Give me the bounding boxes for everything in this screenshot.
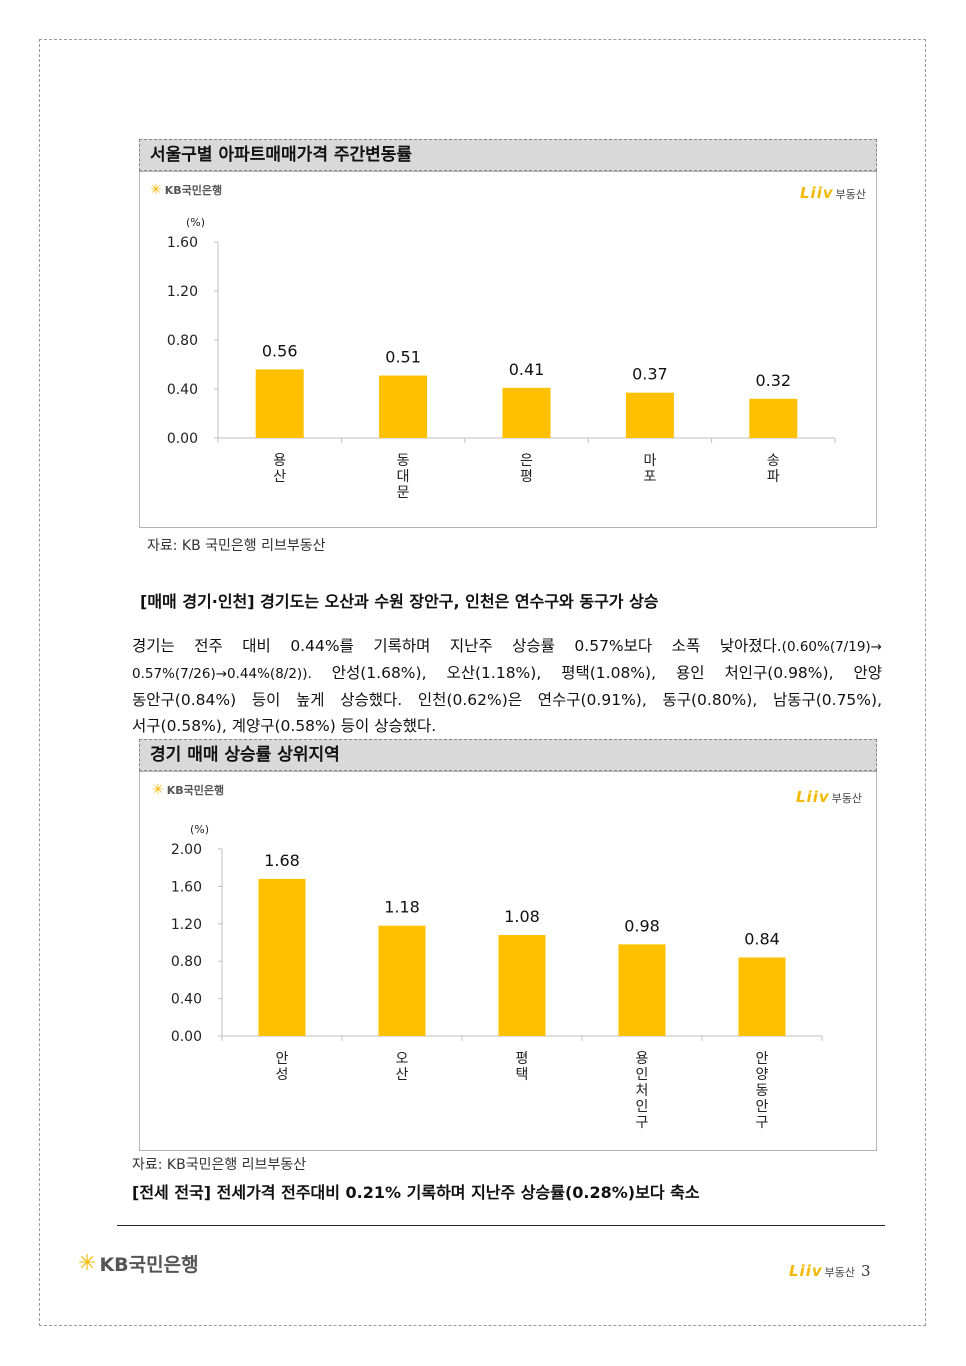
body-paragraph: 경기는 전주 대비 0.44%를 기록하며 지난주 상승률 0.57%보다 소폭…: [132, 633, 882, 739]
chart1-y-tick-label: 1.20: [167, 284, 198, 300]
chart1-unit-label: (%): [186, 216, 205, 229]
footer-rule: [117, 1225, 885, 1226]
chart1-y-tick-label: 0.40: [167, 382, 198, 398]
chart1-value-label: 0.51: [385, 348, 421, 367]
chart2-bar: [498, 935, 546, 1036]
chart1-bar: [379, 375, 428, 438]
chart2-value-label: 0.84: [744, 929, 780, 948]
heading-jeonse-national: [전세 전국] 전세가격 전주대비 0.21% 기록하며 지난주 상승률(0.2…: [132, 1183, 700, 1202]
chart1-section-title: 서울구별 아파트매매가격 주간변동률: [139, 139, 877, 171]
chart2-value-label: 1.18: [384, 898, 420, 917]
paragraph-line-4: 서구(0.58%), 계양구(0.58%) 등이 상승했다.: [132, 717, 437, 735]
chart1-container: ✳ KB국민은행 Liiv 부동산 (%) 0.00 0.40 0.80 1.20 1.6…: [139, 171, 877, 528]
page-number: 3: [861, 1262, 871, 1280]
footer-liiv-sub: 부동산: [824, 1266, 855, 1279]
chart2-liiv-logo: Liiv 부동산: [796, 788, 862, 806]
chart1-value-label: 0.37: [632, 365, 668, 384]
chart2-value-label: 0.98: [624, 916, 660, 935]
paragraph-line-1-small: (0.60%(7/19)→: [781, 639, 882, 655]
chart2-y-tick-label: 1.20: [171, 917, 202, 933]
footer-liiv-logo: Liiv 부동산 3: [789, 1262, 871, 1280]
chart1-bar: [502, 387, 551, 438]
chart1-y-tick-label: 1.60: [167, 235, 198, 251]
heading-sale-gyeonggi-incheon: [매매 경기·인천] 경기도는 오산과 수원 장안구, 인천은 연수구와 동구가…: [140, 592, 659, 611]
chart2-source: 자료: KB국민은행 리브부동산: [132, 1157, 307, 1173]
chart2-container: ✳ KB국민은행 Liiv 부동산 (%) 0.00 0.40 0.80 1.20 1.6…: [139, 771, 877, 1151]
chart2-liiv-sub: 부동산: [831, 792, 862, 805]
chart2-y-tick-label: 0.00: [171, 1029, 202, 1045]
chart2-y-tick-label: 1.60: [171, 879, 202, 895]
footer-kb-logo-text: KB국민은행: [99, 1254, 199, 1276]
chart2-value-label: 1.68: [264, 851, 300, 870]
chart1-kb-logo-text: KB국민은행: [164, 184, 223, 197]
chart1-bar: [749, 398, 798, 438]
chart1-value-label: 0.41: [509, 360, 545, 379]
footer-liiv-mark: Liiv: [789, 1262, 823, 1280]
paragraph-line-1: 경기는 전주 대비 0.44%를 기록하며 지난주 상승률 0.57%보다 소폭…: [132, 633, 882, 660]
kb-star-icon: ✳: [150, 182, 162, 198]
paragraph-line-2: 0.57%(7/26)→0.44%(8/2)). 안성(1.68%), 오산(1…: [132, 660, 882, 687]
chart1-liiv-logo: Liiv 부동산: [800, 184, 866, 202]
paragraph-line-1-text: 경기는 전주 대비 0.44%를 기록하며 지난주 상승률 0.57%보다 소폭…: [132, 637, 782, 655]
chart2-bar: [738, 957, 786, 1036]
chart1-source: 자료: KB 국민은행 리브부동산: [147, 538, 326, 554]
chart1-liiv-sub: 부동산: [835, 188, 866, 201]
chart1-svg: (%) 0.00 0.40 0.80 1.20 1.60 0.56 용 산 0.51 동 대 문 0.41…: [167, 216, 836, 501]
chart1-kb-logo: ✳ KB국민은행: [150, 182, 222, 198]
chart2-kb-logo-text: KB국민은행: [166, 784, 225, 797]
chart1-bar: [625, 392, 674, 438]
chart1-value-label: 0.56: [262, 341, 298, 360]
chart2-value-label: 1.08: [504, 907, 540, 926]
chart1-bar: [255, 369, 304, 438]
chart2-y-tick-label: 0.40: [171, 992, 202, 1008]
chart1-value-label: 0.32: [755, 371, 791, 390]
chart2-liiv-mark: Liiv: [796, 788, 830, 806]
page-frame: [39, 39, 926, 1326]
chart2-svg: (%) 0.00 0.40 0.80 1.20 1.60 2.00 1.68 안 성 1.18 오 산 1…: [171, 823, 823, 1131]
paragraph-line-3: 동안구(0.84%) 등이 높게 상승했다. 인천(0.62%)은 연수구(0.…: [132, 691, 882, 709]
chart2-kb-logo: ✳ KB국민은행: [152, 782, 224, 798]
chart1-liiv-mark: Liiv: [800, 184, 834, 202]
kb-star-icon: ✳: [152, 782, 164, 798]
paragraph-line-2-small: 0.57%(7/26)→0.44%(8/2)).: [132, 666, 312, 682]
kb-star-icon: ✳: [78, 1251, 97, 1276]
chart2-bar: [258, 878, 306, 1036]
chart2-section-title: 경기 매매 상승률 상위지역: [139, 739, 877, 771]
chart2-y-tick-label: 2.00: [171, 842, 202, 858]
chart2-unit-label: (%): [190, 823, 209, 836]
footer-kb-logo: ✳ KB국민은행: [78, 1250, 199, 1277]
chart1-y-tick-label: 0.80: [167, 333, 198, 349]
chart2-y-tick-label: 0.80: [171, 954, 202, 970]
chart2-bar: [378, 925, 426, 1036]
paragraph-line-2-text: 안성(1.68%), 오산(1.18%), 평택(1.08%), 용인 처인구(…: [311, 664, 882, 682]
chart2-bar: [618, 944, 666, 1036]
chart1-y-tick-label: 0.00: [167, 431, 198, 447]
